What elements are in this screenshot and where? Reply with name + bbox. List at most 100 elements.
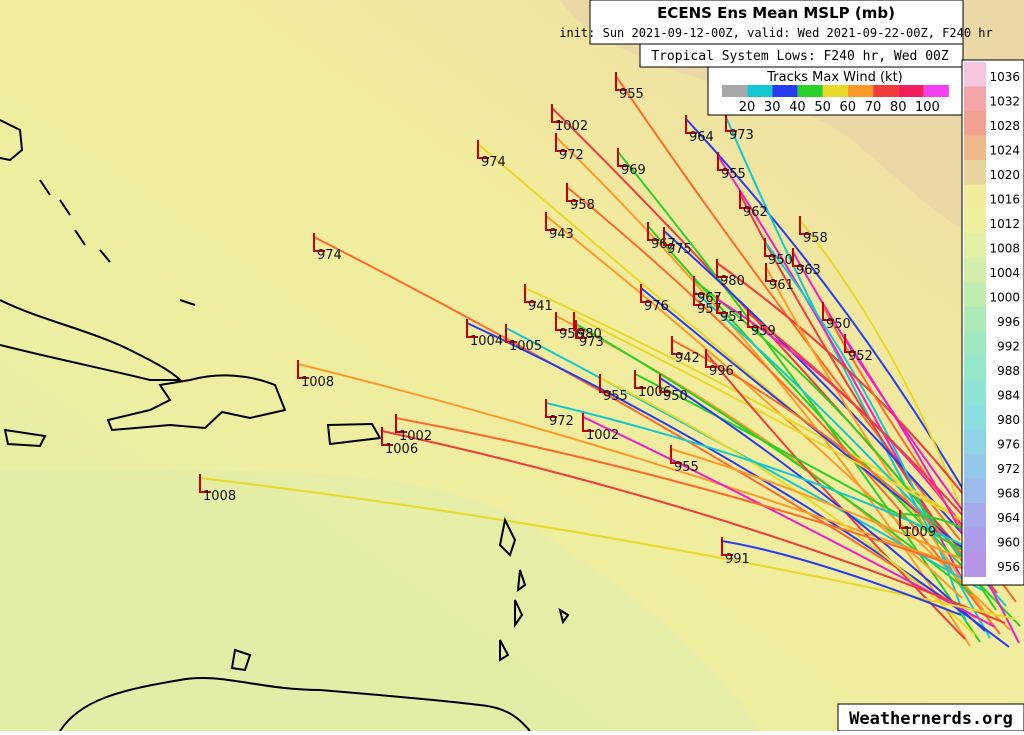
low-marker xyxy=(822,302,834,321)
low-pressure-label: 1004 xyxy=(470,334,503,349)
low-pressure-label: 973 xyxy=(579,335,604,350)
wind-label: 20 xyxy=(739,100,756,115)
low-marker xyxy=(634,370,646,389)
track xyxy=(647,225,1021,627)
pressure-swatch xyxy=(964,454,986,479)
pressure-swatch xyxy=(964,380,986,406)
low-pressure-label: 950 xyxy=(826,317,851,332)
low-pressure-label: 943 xyxy=(549,227,574,242)
low-marker xyxy=(477,140,489,159)
low-marker xyxy=(555,312,567,331)
track xyxy=(599,377,976,636)
low-marker xyxy=(545,212,557,231)
track xyxy=(659,377,986,632)
pressure-label: 1008 xyxy=(989,241,1020,255)
low-pressure-label: 996 xyxy=(709,364,734,379)
lows-title: Tropical System Lows: F240 hr, Wed 00Z xyxy=(651,49,949,64)
header-box xyxy=(589,0,964,45)
low-pressure-zone xyxy=(0,469,760,731)
wind-swatch xyxy=(822,85,848,97)
pressure-swatch xyxy=(964,429,986,455)
wind-swatch xyxy=(848,85,874,97)
low-marker xyxy=(899,510,911,529)
track xyxy=(381,430,1006,624)
low-pressure-label: 1008 xyxy=(203,489,236,504)
lesser-antilles xyxy=(499,569,570,662)
low-pressure-label: 941 xyxy=(528,299,553,314)
low-marker xyxy=(671,336,683,355)
low-pressure-label: 1006 xyxy=(385,442,418,457)
track xyxy=(844,337,1020,644)
pressure-label: 964 xyxy=(997,511,1020,525)
wind-legend: 20 30 40 50 60 70 80 100 xyxy=(722,85,949,115)
low-marker xyxy=(792,248,804,267)
low-marker xyxy=(640,284,652,303)
island xyxy=(498,516,517,557)
low-marker xyxy=(717,152,729,171)
low-marker xyxy=(765,263,777,282)
low-pressure-label: 951 xyxy=(720,310,745,325)
low-marker xyxy=(599,374,611,393)
low-marker xyxy=(555,133,567,152)
low-marker xyxy=(575,320,587,339)
low-pressure-label: 1008 xyxy=(301,375,334,390)
low-marker xyxy=(381,427,393,446)
wind-swatch xyxy=(772,85,798,97)
low-marker xyxy=(395,414,407,433)
wind-label: 50 xyxy=(814,100,831,115)
low-marker xyxy=(799,216,811,235)
low-marker xyxy=(573,312,585,331)
wind-swatch xyxy=(873,85,899,97)
track xyxy=(297,363,1003,583)
wind-swatch xyxy=(722,85,748,97)
pressure-swatch xyxy=(964,356,986,381)
track xyxy=(747,312,990,546)
low-marker xyxy=(663,227,675,246)
pressure-label: 988 xyxy=(997,364,1020,378)
low-pressure-label: 967 xyxy=(697,291,722,306)
low-marker xyxy=(566,183,578,202)
pressure-label: 996 xyxy=(997,315,1020,329)
track xyxy=(671,339,993,587)
low-marker xyxy=(670,445,682,464)
pressure-swatch xyxy=(964,282,986,308)
bahamas xyxy=(39,179,196,306)
low-marker xyxy=(313,233,325,252)
wind-swatch xyxy=(747,85,773,97)
low-pressure-label: 955 xyxy=(674,460,699,475)
hispaniola xyxy=(106,374,287,432)
wind-label: 70 xyxy=(865,100,882,115)
low-marker xyxy=(647,222,659,241)
puerto-rico xyxy=(326,422,382,446)
low-pressure-label: 1006 xyxy=(638,385,671,400)
low-marker xyxy=(764,238,776,257)
low-pressure-label: 942 xyxy=(675,351,700,366)
low-pressure-label: 972 xyxy=(549,414,574,429)
pressure-label: 1036 xyxy=(989,70,1020,84)
jamaica xyxy=(3,428,47,448)
low-marker xyxy=(617,148,629,167)
low-marker xyxy=(659,374,671,393)
track xyxy=(395,417,969,571)
pressure-label: 972 xyxy=(997,462,1020,476)
pressure-label: 1028 xyxy=(989,119,1020,133)
pressure-swatch xyxy=(964,135,986,161)
south-america xyxy=(59,676,531,732)
track xyxy=(573,315,1000,542)
wind-label: 40 xyxy=(789,100,806,115)
low-pressure-label: 991 xyxy=(725,552,750,567)
wind-label: 60 xyxy=(840,100,857,115)
low-marker xyxy=(721,537,733,556)
watermark: Weathernerds.org xyxy=(849,709,1013,729)
title: ECENS Ens Mean MSLP (mb) xyxy=(657,4,895,22)
wind-label: 80 xyxy=(890,100,907,115)
low-pressure-label: 1005 xyxy=(509,339,542,354)
low-pressure-label: 975 xyxy=(667,242,692,257)
pressure-label: 984 xyxy=(997,388,1020,402)
low-marker xyxy=(582,413,594,432)
pressure-label: 960 xyxy=(997,535,1020,549)
pressure-label: 956 xyxy=(997,560,1020,574)
low-pressure-label: 976 xyxy=(644,299,669,314)
florida-coast xyxy=(0,119,24,162)
pressure-label: 1016 xyxy=(989,192,1020,206)
